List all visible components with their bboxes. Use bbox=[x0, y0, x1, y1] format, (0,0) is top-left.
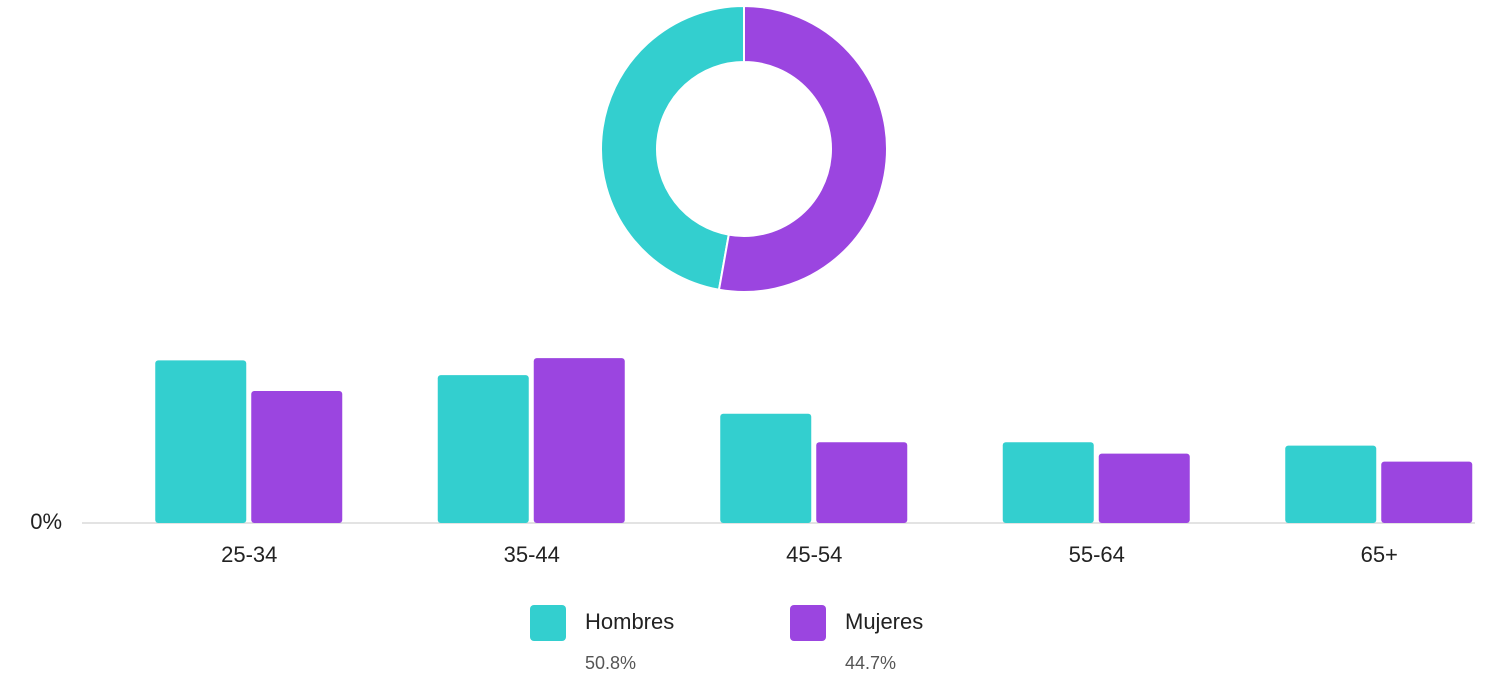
x-tick-label: 25-34 bbox=[221, 542, 277, 567]
x-tick-label: 35-44 bbox=[504, 542, 560, 567]
donut-slice bbox=[717, 4, 888, 293]
legend-swatch bbox=[790, 605, 826, 641]
donut-slice bbox=[600, 4, 745, 291]
bar bbox=[1285, 445, 1377, 523]
bar bbox=[155, 360, 247, 523]
legend-note: 50.8% bbox=[585, 653, 636, 673]
x-tick-label: 45-54 bbox=[786, 542, 842, 567]
bar bbox=[533, 358, 625, 523]
bar bbox=[1002, 442, 1094, 523]
x-tick-label: 65+ bbox=[1361, 542, 1398, 567]
bar bbox=[816, 442, 908, 523]
legend-swatch bbox=[530, 605, 566, 641]
y-tick-label: 0% bbox=[30, 509, 62, 534]
bar bbox=[437, 375, 529, 523]
bar bbox=[1381, 461, 1473, 523]
legend-label: Hombres bbox=[585, 609, 674, 634]
x-tick-label: 55-64 bbox=[1069, 542, 1125, 567]
legend-note: 44.7% bbox=[845, 653, 896, 673]
legend-label: Mujeres bbox=[845, 609, 923, 634]
bar bbox=[1098, 453, 1190, 523]
bar bbox=[720, 413, 812, 523]
bar bbox=[251, 391, 343, 523]
